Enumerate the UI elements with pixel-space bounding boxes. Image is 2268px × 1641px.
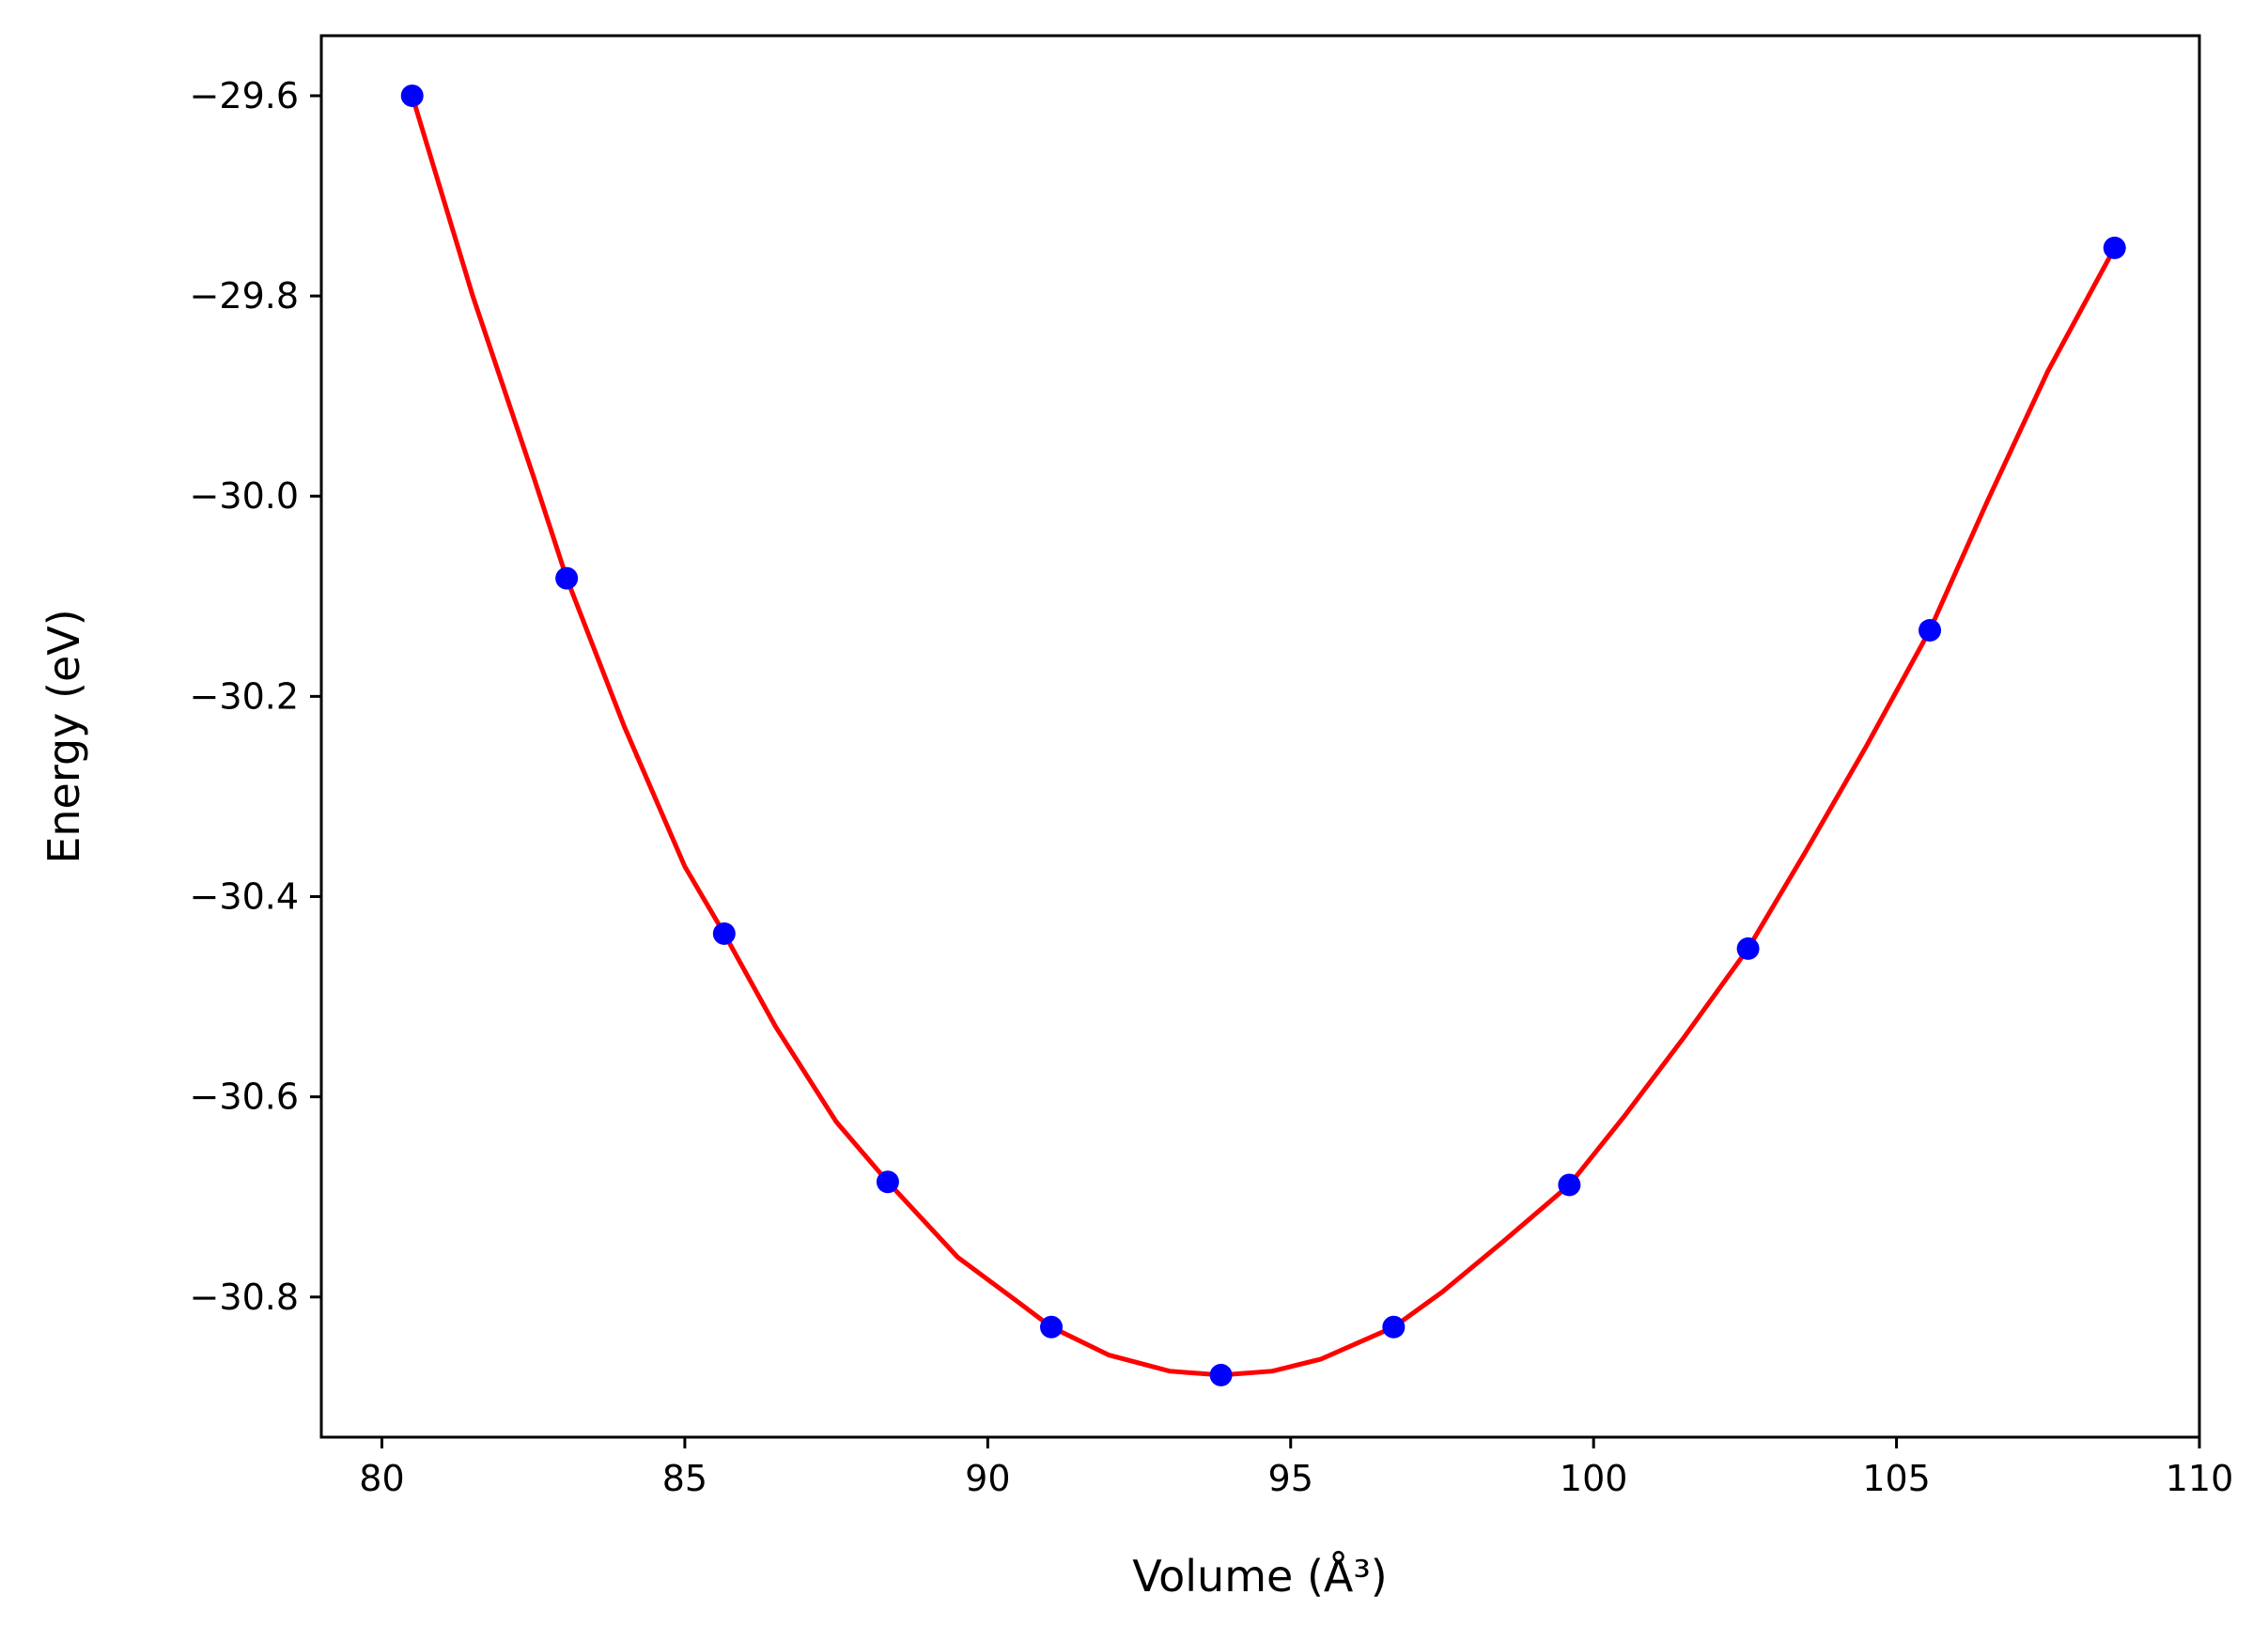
y-tick-label: −30.2 bbox=[190, 675, 299, 717]
x-axis-label: Volume (Å³) bbox=[1132, 1551, 1388, 1602]
y-tick-label: −29.6 bbox=[190, 75, 299, 116]
data-point bbox=[1040, 1315, 1064, 1339]
x-tick-label: 105 bbox=[1862, 1458, 1931, 1499]
x-tick-label: 80 bbox=[359, 1458, 404, 1499]
x-axis-ticks: 80 85 90 95 100 105 110 bbox=[359, 1437, 2233, 1499]
data-point bbox=[2103, 236, 2126, 259]
plot-frame bbox=[319, 34, 2201, 1439]
y-tick-label: −30.8 bbox=[190, 1277, 299, 1318]
fit-curve-line bbox=[410, 95, 2117, 1378]
x-tick-label: 95 bbox=[1268, 1458, 1313, 1499]
y-tick-label: −30.0 bbox=[190, 475, 299, 517]
data-point bbox=[1382, 1315, 1406, 1339]
data-point bbox=[400, 84, 424, 107]
x-tick-label: 110 bbox=[2166, 1458, 2234, 1499]
y-tick-label: −29.8 bbox=[190, 275, 299, 317]
x-tick-label: 90 bbox=[965, 1458, 1010, 1499]
data-point bbox=[1209, 1363, 1233, 1386]
y-tick-label: −30.4 bbox=[190, 876, 299, 918]
data-points bbox=[400, 84, 2126, 1386]
data-point bbox=[1736, 937, 1760, 960]
data-point bbox=[876, 1170, 899, 1194]
data-point bbox=[712, 921, 736, 945]
data-point bbox=[1918, 619, 1942, 642]
data-point bbox=[555, 566, 579, 590]
x-tick-label: 85 bbox=[662, 1458, 707, 1499]
y-axis-ticks: −29.6 −29.8 −30.0 −30.2 −30.4 −30.6 −30.8 bbox=[190, 75, 321, 1318]
y-tick-label: −30.6 bbox=[190, 1076, 299, 1118]
x-tick-label: 100 bbox=[1560, 1458, 1628, 1499]
data-point bbox=[1558, 1173, 1581, 1197]
y-axis-label: Energy (eV) bbox=[39, 609, 89, 863]
